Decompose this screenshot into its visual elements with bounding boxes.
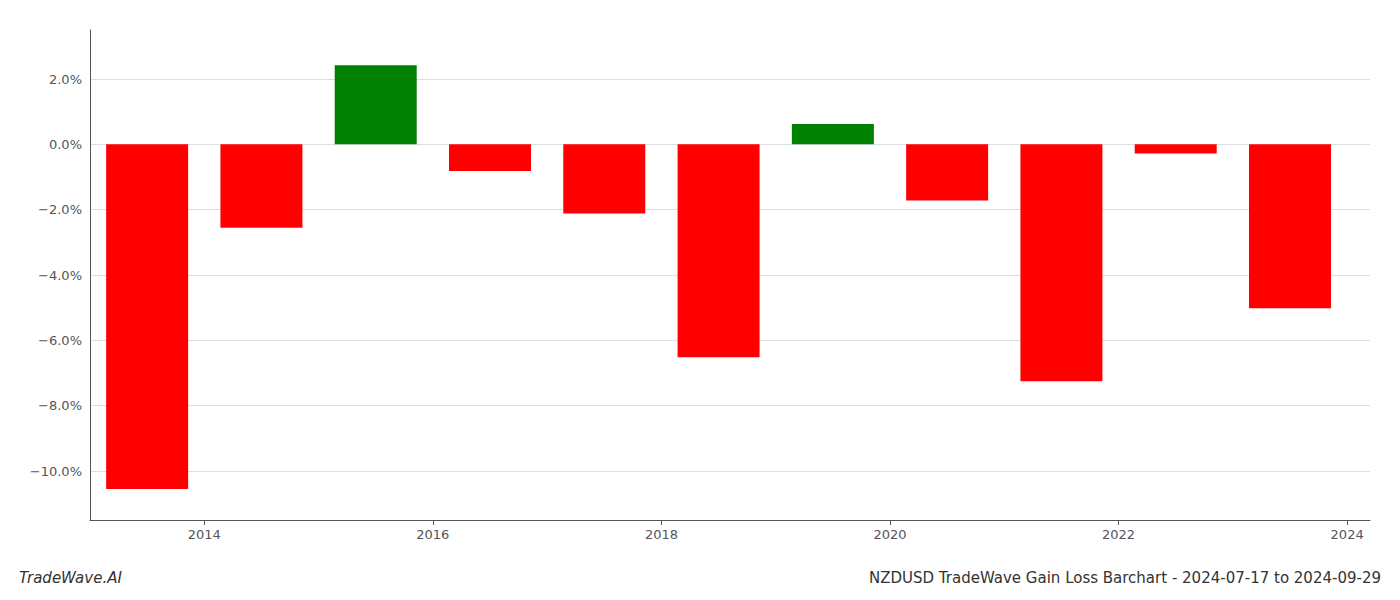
svg-text:0.0%: 0.0% <box>49 137 82 152</box>
svg-text:2022: 2022 <box>1102 527 1135 542</box>
svg-text:2016: 2016 <box>416 527 449 542</box>
svg-text:−4.0%: −4.0% <box>38 268 82 283</box>
svg-text:2018: 2018 <box>645 527 678 542</box>
svg-text:−10.0%: −10.0% <box>30 464 82 479</box>
svg-text:TradeWave.AI: TradeWave.AI <box>19 569 122 587</box>
svg-text:2.0%: 2.0% <box>49 72 82 87</box>
svg-text:2014: 2014 <box>188 527 221 542</box>
svg-text:2024: 2024 <box>1331 527 1364 542</box>
svg-text:−2.0%: −2.0% <box>38 202 82 217</box>
svg-text:−6.0%: −6.0% <box>38 333 82 348</box>
svg-text:−8.0%: −8.0% <box>38 398 82 413</box>
svg-text:NZDUSD TradeWave Gain Loss Bar: NZDUSD TradeWave Gain Loss Barchart - 20… <box>869 569 1381 587</box>
svg-text:2020: 2020 <box>873 527 906 542</box>
